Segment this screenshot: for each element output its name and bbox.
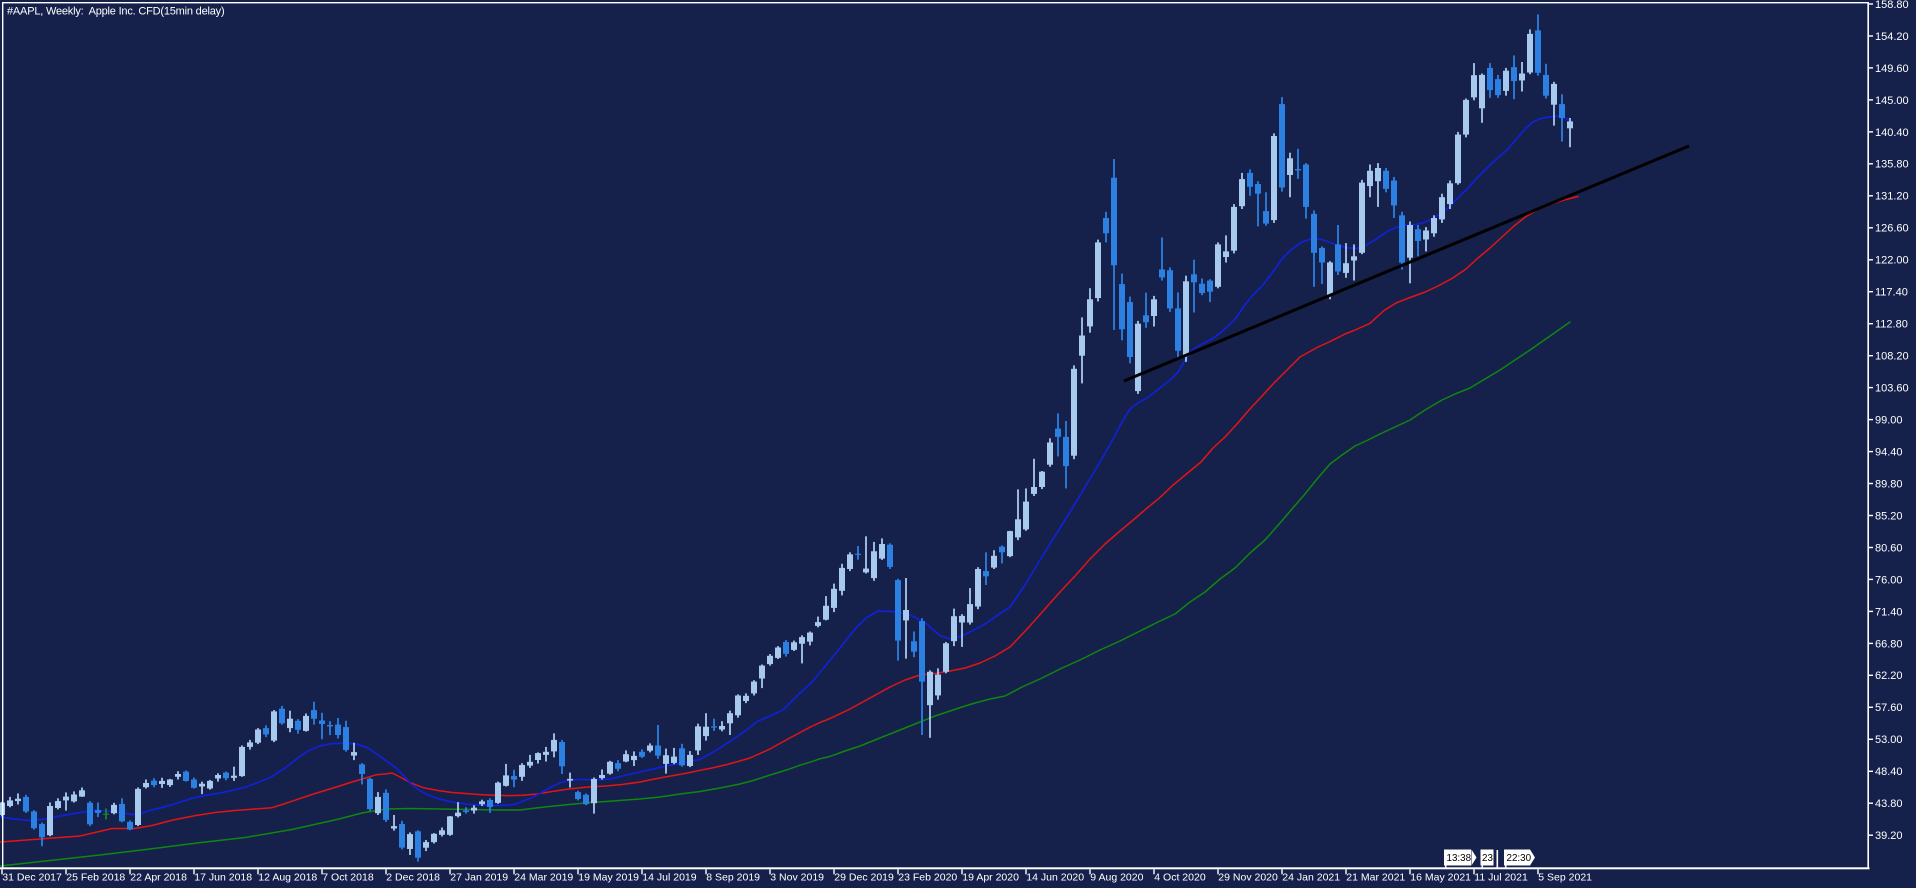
svg-text:108.20: 108.20 [1875, 351, 1909, 363]
svg-text:145.00: 145.00 [1875, 95, 1909, 107]
svg-text:23: 23 [1482, 853, 1493, 864]
svg-text:22:30: 22:30 [1507, 853, 1532, 864]
svg-text:21 Mar 2021: 21 Mar 2021 [1346, 872, 1405, 884]
svg-text:24 Mar 2019: 24 Mar 2019 [514, 872, 573, 884]
svg-text:22 Apr 2018: 22 Apr 2018 [130, 872, 187, 884]
svg-text:158.80: 158.80 [1875, 0, 1909, 11]
svg-text:13:38: 13:38 [1447, 853, 1472, 864]
svg-text:57.60: 57.60 [1875, 702, 1903, 714]
svg-text:23 Feb 2020: 23 Feb 2020 [898, 872, 957, 884]
svg-text:126.60: 126.60 [1875, 223, 1909, 235]
svg-text:62.20: 62.20 [1875, 670, 1903, 682]
svg-text:71.40: 71.40 [1875, 606, 1903, 618]
svg-text:14 Jul 2019: 14 Jul 2019 [642, 872, 696, 884]
svg-text:16 May 2021: 16 May 2021 [1410, 872, 1471, 884]
svg-text:149.60: 149.60 [1875, 63, 1909, 75]
svg-text:24 Jan 2021: 24 Jan 2021 [1282, 872, 1340, 884]
svg-text:53.00: 53.00 [1875, 734, 1903, 746]
svg-text:31 Dec 2017: 31 Dec 2017 [2, 872, 62, 884]
svg-text:#AAPL, Weekly: Apple Inc. CFD: #AAPL, Weekly: Apple Inc. CFD(15min dela… [7, 6, 224, 18]
svg-text:7 Oct 2018: 7 Oct 2018 [322, 872, 374, 884]
svg-text:4 Oct 2020: 4 Oct 2020 [1154, 872, 1206, 884]
svg-text:80.60: 80.60 [1875, 542, 1903, 554]
svg-text:154.20: 154.20 [1875, 31, 1909, 43]
svg-text:66.80: 66.80 [1875, 638, 1903, 650]
svg-text:11 Jul 2021: 11 Jul 2021 [1474, 872, 1528, 884]
svg-text:27 Jan 2019: 27 Jan 2019 [450, 872, 508, 884]
svg-text:3 Nov 2019: 3 Nov 2019 [770, 872, 824, 884]
svg-text:94.40: 94.40 [1875, 447, 1903, 459]
svg-text:25 Feb 2018: 25 Feb 2018 [66, 872, 125, 884]
svg-text:122.00: 122.00 [1875, 255, 1909, 267]
svg-text:112.80: 112.80 [1875, 319, 1908, 331]
svg-text:29 Nov 2020: 29 Nov 2020 [1218, 872, 1278, 884]
svg-text:12 Aug 2018: 12 Aug 2018 [258, 872, 317, 884]
svg-text:76.00: 76.00 [1875, 574, 1903, 586]
svg-text:39.20: 39.20 [1875, 830, 1903, 842]
svg-text:19 May 2019: 19 May 2019 [578, 872, 639, 884]
svg-text:2 Dec 2018: 2 Dec 2018 [386, 872, 440, 884]
svg-text:17 Jun 2018: 17 Jun 2018 [194, 872, 252, 884]
svg-text:131.20: 131.20 [1875, 191, 1909, 203]
svg-text:140.40: 140.40 [1875, 127, 1909, 139]
svg-text:14 Jun 2020: 14 Jun 2020 [1026, 872, 1084, 884]
svg-text:135.80: 135.80 [1875, 159, 1909, 171]
svg-text:9 Aug 2020: 9 Aug 2020 [1090, 872, 1143, 884]
svg-text:29 Dec 2019: 29 Dec 2019 [834, 872, 894, 884]
svg-text:5 Sep 2021: 5 Sep 2021 [1538, 872, 1592, 884]
svg-text:19 Apr 2020: 19 Apr 2020 [962, 872, 1019, 884]
svg-text:43.80: 43.80 [1875, 798, 1903, 810]
svg-text:117.40: 117.40 [1875, 287, 1908, 299]
svg-text:85.20: 85.20 [1875, 510, 1903, 522]
svg-text:99.00: 99.00 [1875, 415, 1903, 427]
svg-text:8 Sep 2019: 8 Sep 2019 [706, 872, 760, 884]
svg-text:103.60: 103.60 [1875, 383, 1909, 395]
svg-text:48.40: 48.40 [1875, 766, 1903, 778]
svg-text:89.80: 89.80 [1875, 478, 1903, 490]
